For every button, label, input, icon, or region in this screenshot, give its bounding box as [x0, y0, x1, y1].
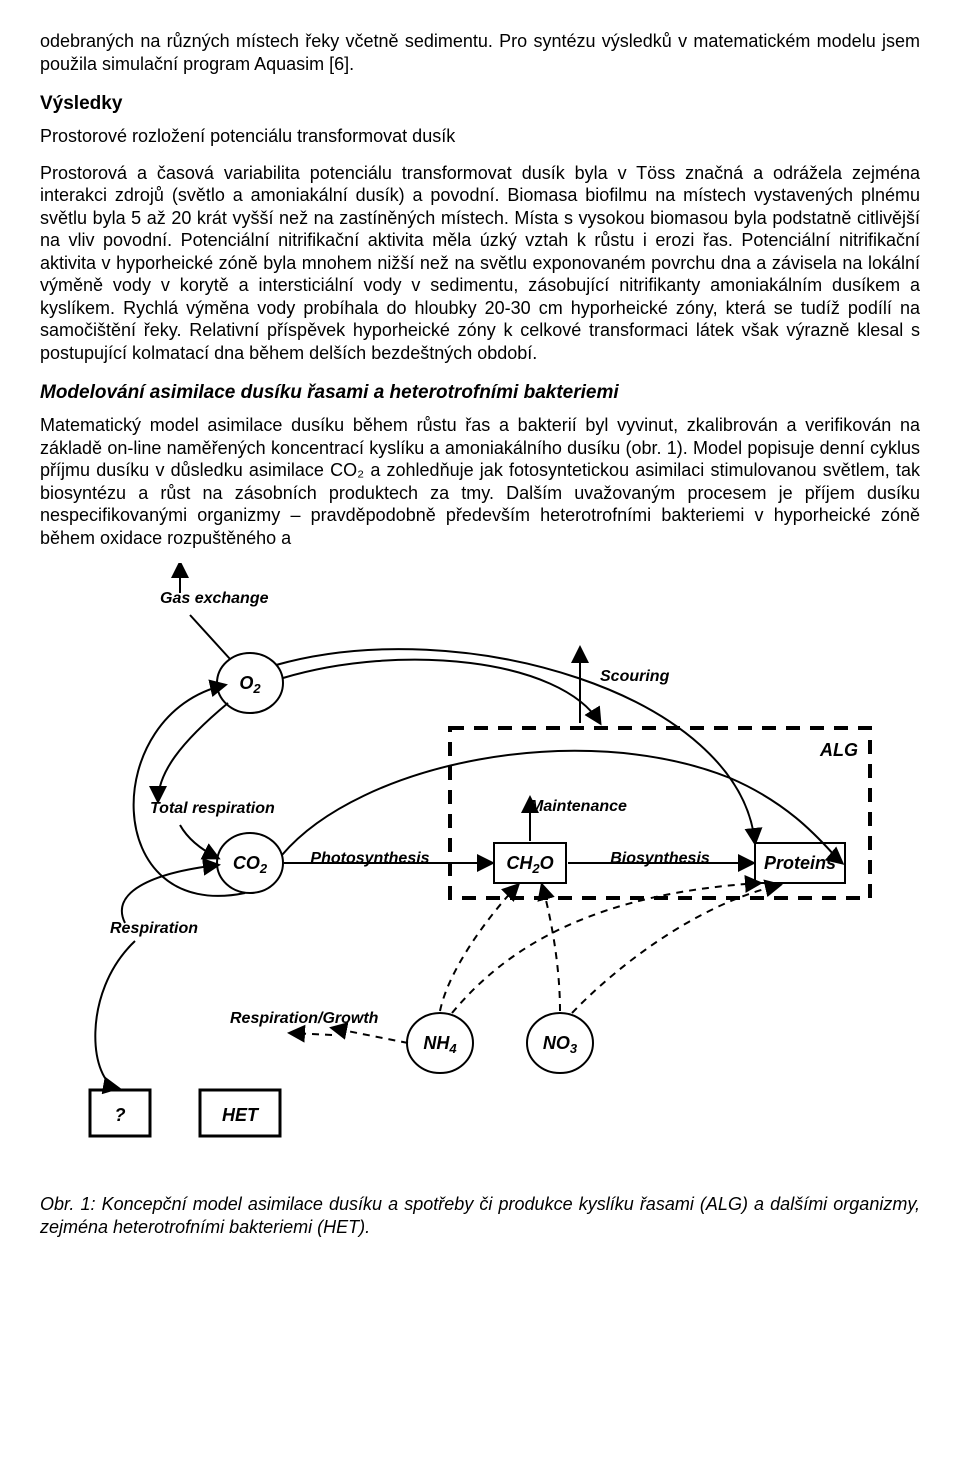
svg-text:Respiration/Growth: Respiration/Growth: [230, 1010, 379, 1027]
svg-text:Biosynthesis: Biosynthesis: [610, 850, 710, 867]
figure-caption: Obr. 1: Koncepční model asimilace dusíku…: [40, 1193, 920, 1238]
paragraph-intro: odebraných na různých místech řeky včetn…: [40, 30, 920, 75]
paragraph-subhead1: Prostorové rozložení potenciálu transfor…: [40, 125, 920, 148]
diagram-container: ALG Gas exchange Scouring Total respiration…: [40, 563, 920, 1183]
svg-text:Respiration: Respiration: [110, 920, 198, 937]
paragraph-body2: Matematický model asimilace dusíku během…: [40, 414, 920, 549]
heading-results: Výsledky: [40, 93, 920, 115]
diagram-svg: ALG Gas exchange Scouring Total respiration…: [40, 563, 920, 1183]
svg-text:Maintenance: Maintenance: [530, 798, 627, 815]
paragraph-body1: Prostorová a časová variabilita potenciá…: [40, 162, 920, 365]
svg-text:Photosynthesis: Photosynthesis: [310, 850, 429, 867]
heading-model: Modelování asimilace dusíku řasami a het…: [40, 382, 920, 404]
svg-text:ALG: ALG: [819, 740, 858, 760]
svg-text:Proteins: Proteins: [764, 853, 836, 873]
svg-text:Total respiration: Total respiration: [150, 800, 275, 817]
svg-text:Scouring: Scouring: [600, 668, 670, 685]
svg-text:?: ?: [115, 1105, 126, 1125]
svg-text:Gas exchange: Gas exchange: [160, 590, 269, 607]
svg-text:CH2O: CH2O: [506, 853, 553, 876]
svg-text:HET: HET: [222, 1105, 260, 1125]
